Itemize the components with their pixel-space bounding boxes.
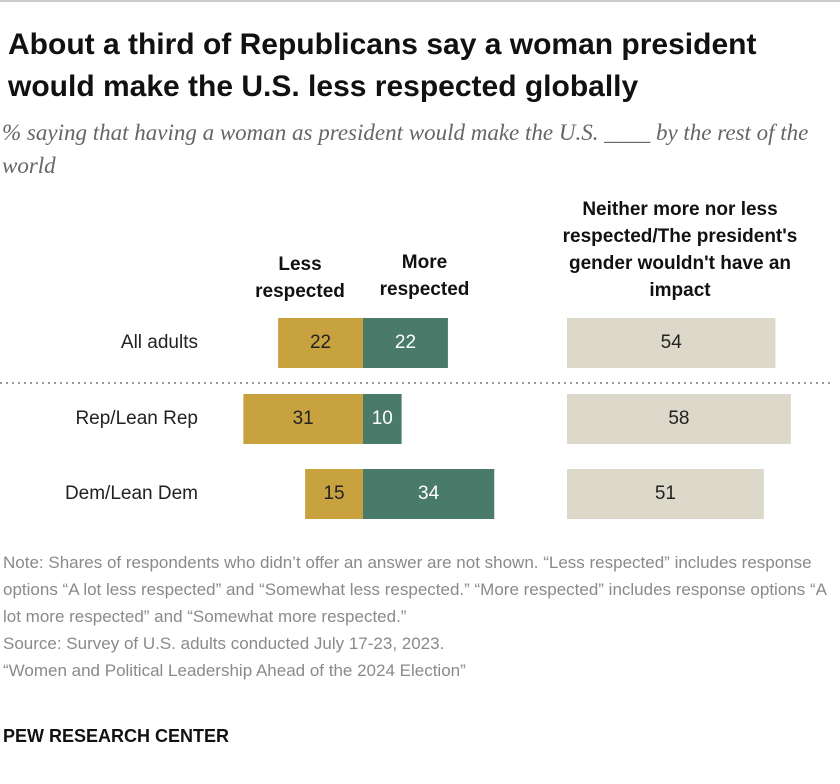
report: “Women and Political Leadership Ahead of… [3, 661, 466, 680]
logo: PEW RESEARCH CENTER [3, 726, 230, 746]
source: Source: Survey of U.S. adults conducted … [3, 634, 445, 653]
chart-title: About a third of Republicans say a woman… [8, 28, 757, 103]
value-label: 51 [655, 483, 676, 504]
bar [363, 394, 402, 444]
value-label: 34 [418, 483, 440, 504]
row-label: Rep/Lean Rep [75, 408, 198, 429]
legend-label: More respected [379, 252, 470, 300]
value-label: 10 [372, 408, 393, 429]
row-label: Dem/Lean Dem [65, 483, 198, 504]
bar [363, 318, 448, 368]
row-label: All adults [121, 332, 198, 353]
bar [363, 469, 495, 519]
notes: Note: Shares of respondents who didn’t o… [3, 549, 833, 684]
bar [243, 394, 363, 444]
value-label: 15 [323, 483, 344, 504]
bar [567, 469, 764, 519]
bar [567, 394, 791, 444]
legend-label: Less respected [255, 254, 345, 302]
bar [305, 469, 363, 519]
value-label: 54 [661, 332, 683, 353]
value-label: 58 [668, 408, 689, 429]
chart-subtitle: % saying that having a woman as presiden… [2, 120, 809, 178]
bar [567, 318, 776, 368]
value-label: 22 [395, 332, 416, 353]
value-label: 22 [310, 332, 331, 353]
legend-label: Neither more nor less respected/The pres… [562, 199, 798, 301]
note: Note: Shares of respondents who didn’t o… [3, 553, 827, 626]
bar [278, 318, 363, 368]
value-label: 31 [293, 408, 314, 429]
